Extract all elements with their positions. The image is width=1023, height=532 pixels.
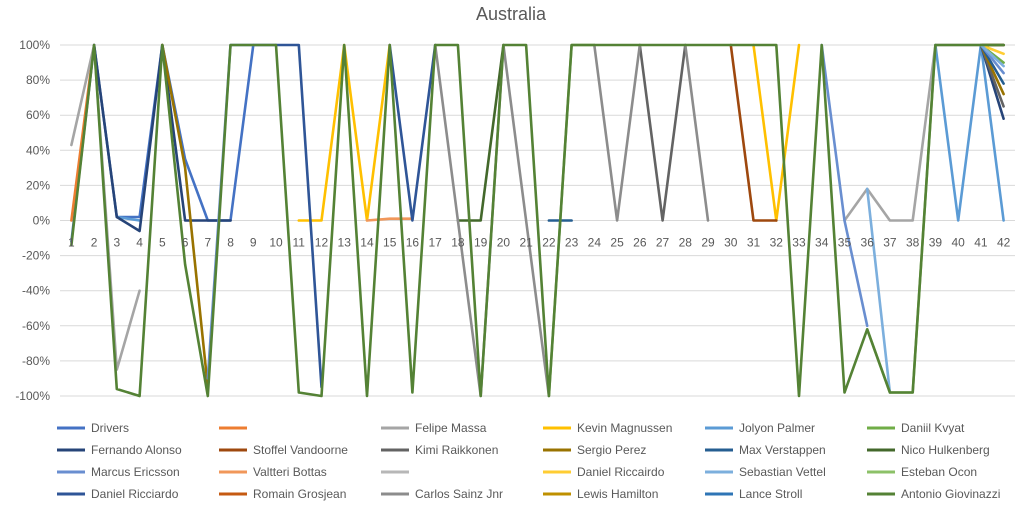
legend-entry: Fernando Alonso	[91, 443, 182, 457]
x-tick-label: 26	[633, 236, 647, 250]
series-line	[274, 43, 437, 389]
x-tick-label: 17	[428, 236, 442, 250]
x-tick-label: 12	[315, 236, 329, 250]
x-tick-label: 5	[159, 236, 166, 250]
x-tick-label: 11	[293, 236, 306, 250]
legend-entry: Nico Hulkenberg	[901, 443, 990, 457]
legend-entry: Antonio Giovinazzi	[901, 487, 1000, 501]
legend-entry: Kimi Raikkonen	[415, 443, 498, 457]
legend-entry: Sebastian Vettel	[739, 465, 826, 479]
legend-entry: Drivers	[91, 421, 129, 435]
x-tick-label: 18	[451, 236, 465, 250]
legend-entry: Esteban Ocon	[901, 465, 977, 479]
series-line	[638, 43, 1005, 222]
x-tick-label: 32	[770, 236, 784, 250]
x-tick-label: 2	[91, 236, 98, 250]
x-tick-label: 28	[679, 236, 693, 250]
legend-entry: Kevin Magnussen	[577, 421, 672, 435]
series-line	[865, 43, 1005, 394]
x-tick-label: 14	[360, 236, 374, 250]
y-tick-label: 100%	[19, 38, 50, 52]
legend-entry: Sergio Perez	[577, 443, 646, 457]
series-line	[547, 43, 1005, 222]
series-line	[456, 43, 1005, 222]
series-line	[297, 43, 801, 222]
x-axis: 1 2 3 4 5 6 7 8 9 10 11 12 13 14 15 16 17 18 19 20 21 22 23 24 2…	[68, 236, 1011, 250]
x-tick-label: 23	[565, 236, 579, 250]
x-tick-label: 22	[542, 236, 556, 250]
y-tick-label: -60%	[22, 319, 50, 333]
x-tick-label: 37	[883, 236, 897, 250]
x-tick-label: 10	[269, 236, 283, 250]
x-tick-label: 9	[250, 236, 257, 250]
legend-entry: Romain Grosjean	[253, 487, 346, 501]
x-tick-label: 42	[997, 236, 1011, 250]
x-tick-label: 39	[929, 236, 943, 250]
y-tick-label: 60%	[26, 108, 50, 122]
legend-entry: Daniil Kvyat	[901, 421, 965, 435]
legend-entry: Felipe Massa	[415, 421, 487, 435]
legend: Drivers Felipe Massa Kevin Magnussen Jolyon…	[57, 421, 1000, 501]
legend-entry: Daniel Ricciardo	[91, 487, 179, 501]
x-tick-label: 1	[68, 236, 75, 250]
x-tick-label: 13	[338, 236, 352, 250]
x-tick-label: 25	[610, 236, 624, 250]
series-line	[70, 43, 1005, 398]
y-tick-label: 40%	[26, 143, 50, 157]
x-tick-label: 21	[519, 236, 533, 250]
x-tick-label: 41	[974, 236, 988, 250]
y-tick-label: 80%	[26, 73, 50, 87]
y-tick-label: -40%	[22, 284, 50, 298]
x-tick-label: 27	[656, 236, 670, 250]
legend-entry: Lewis Hamilton	[577, 487, 658, 501]
x-tick-label: 4	[136, 236, 143, 250]
x-tick-label: 31	[747, 236, 761, 250]
x-tick-label: 35	[838, 236, 852, 250]
legend-entry: Max Verstappen	[739, 443, 826, 457]
x-tick-label: 3	[114, 236, 121, 250]
x-tick-label: 30	[724, 236, 738, 250]
x-tick-label: 24	[588, 236, 602, 250]
y-tick-label: -20%	[22, 249, 50, 263]
y-tick-label: -100%	[15, 389, 50, 403]
legend-entry: Valtteri Bottas	[253, 465, 327, 479]
legend-entry: Carlos Sainz Jnr	[415, 487, 503, 501]
legend-entry: Lance Stroll	[739, 487, 802, 501]
x-tick-label: 29	[701, 236, 715, 250]
y-tick-label: 20%	[26, 178, 50, 192]
chart-title: Australia	[476, 4, 547, 24]
x-tick-label: 36	[861, 236, 875, 250]
series-lines	[70, 43, 1005, 398]
y-tick-label: 0%	[33, 214, 51, 228]
x-tick-label: 33	[792, 236, 806, 250]
legend-entry: Jolyon Palmer	[739, 421, 815, 435]
x-tick-label: 20	[497, 236, 511, 250]
series-line	[979, 43, 1005, 56]
x-tick-label: 15	[383, 236, 397, 250]
series-line	[92, 43, 1005, 233]
x-tick-label: 34	[815, 236, 829, 250]
legend-entry: Daniel Riccairdo	[577, 465, 665, 479]
x-tick-label: 7	[204, 236, 211, 250]
y-axis: 100% 80% 60% 40% 20% 0% -20% -40% -60% -80% -100%	[15, 38, 50, 403]
x-tick-label: 38	[906, 236, 920, 250]
x-tick-label: 40	[951, 236, 965, 250]
legend-entry: Marcus Ericsson	[91, 465, 180, 479]
x-tick-label: 8	[227, 236, 234, 250]
series-line	[115, 43, 1005, 222]
y-tick-label: -80%	[22, 354, 50, 368]
legend-entry: Stoffel Vandoorne	[253, 443, 348, 457]
series-line	[365, 217, 414, 222]
x-tick-label: 6	[182, 236, 189, 250]
x-tick-label: 19	[474, 236, 488, 250]
x-tick-label: 16	[406, 236, 420, 250]
